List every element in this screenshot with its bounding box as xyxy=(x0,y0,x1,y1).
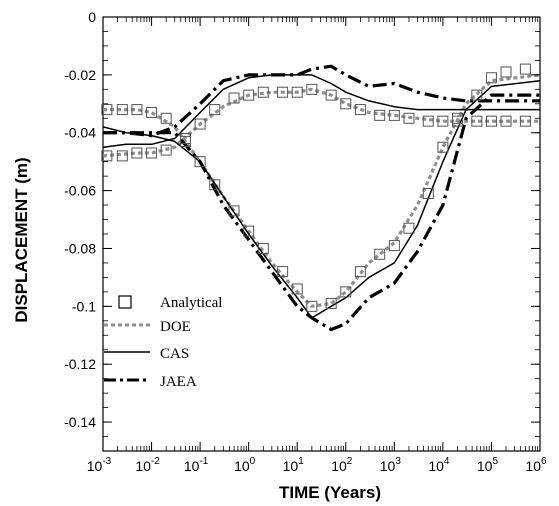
data-point-analytical xyxy=(257,242,269,254)
data-point-analytical xyxy=(500,66,512,78)
data-point-analytical xyxy=(471,89,483,101)
data-point-analytical xyxy=(422,115,434,127)
data-point-analytical xyxy=(471,115,483,127)
data-point-analytical xyxy=(209,104,221,116)
x-axis-title: TIME (Years) xyxy=(279,483,381,502)
marker-layer xyxy=(101,63,531,312)
series-layer xyxy=(102,64,541,332)
data-point-analytical xyxy=(452,115,464,127)
series-line-cas xyxy=(102,74,540,148)
y-tick-label: -0.08 xyxy=(64,240,96,256)
data-point-analytical xyxy=(179,135,191,147)
data-point-analytical xyxy=(194,118,206,130)
data-point-analytical xyxy=(101,104,113,116)
x-tick-label: 101 xyxy=(283,456,305,474)
data-point-analytical xyxy=(228,205,240,217)
data-point-analytical xyxy=(388,109,400,121)
data-point-analytical xyxy=(306,300,318,312)
data-point-analytical xyxy=(146,106,158,118)
legend: Analytical DOE CAS JAEA xyxy=(104,295,222,390)
data-point-analytical xyxy=(194,156,206,168)
series-line-jaea xyxy=(103,93,540,332)
series-line-jaea xyxy=(103,64,540,138)
x-tick-label: 10-2 xyxy=(135,456,160,474)
data-point-analytical xyxy=(388,240,400,252)
data-point-analytical xyxy=(160,144,172,156)
data-point-analytical xyxy=(437,141,449,153)
data-point-analytical xyxy=(257,86,269,98)
data-point-analytical xyxy=(131,147,143,159)
x-tick-label: 103 xyxy=(380,456,402,474)
legend-marker-analytical xyxy=(118,295,132,309)
data-point-analytical xyxy=(485,72,497,84)
data-point-analytical xyxy=(340,286,352,298)
legend-label-doe: DOE xyxy=(160,319,191,335)
data-point-analytical xyxy=(354,266,366,278)
data-point-analytical xyxy=(374,109,386,121)
data-point-analytical xyxy=(160,112,172,124)
x-tick-label: 102 xyxy=(331,456,353,474)
legend-label-analytical: Analytical xyxy=(160,295,222,311)
data-point-analytical xyxy=(277,86,289,98)
data-point-analytical xyxy=(403,222,415,234)
x-tick-label: 10-3 xyxy=(87,456,112,474)
series-line-doe xyxy=(102,87,540,158)
data-point-analytical xyxy=(243,225,255,237)
y-axis-title: DISPLACEMENT (m) xyxy=(12,157,31,322)
y-tick-label: -0.1 xyxy=(72,298,96,314)
data-point-analytical xyxy=(437,115,449,127)
y-tick-label: -0.04 xyxy=(64,125,96,141)
data-point-analytical xyxy=(291,86,303,98)
data-point-analytical xyxy=(277,266,289,278)
data-point-analytical xyxy=(403,112,415,124)
data-point-analytical xyxy=(500,115,512,127)
data-point-analytical xyxy=(354,104,366,116)
legend-label-cas: CAS xyxy=(160,346,189,362)
data-point-analytical xyxy=(325,89,337,101)
data-point-analytical xyxy=(209,179,221,191)
data-point-analytical xyxy=(291,283,303,295)
x-tick-label: 105 xyxy=(477,456,499,474)
data-point-analytical xyxy=(116,104,128,116)
x-tick-label: 100 xyxy=(234,456,256,474)
y-tick-label: 0 xyxy=(88,9,96,25)
data-point-analytical xyxy=(228,92,240,104)
tick-layer: 10-3 10-2 10-1 100 101 102 103 104 105 106 0 -0.02 -… xyxy=(64,9,547,474)
data-point-analytical xyxy=(131,104,143,116)
data-point-analytical xyxy=(306,83,318,95)
data-point-analytical xyxy=(340,98,352,110)
x-tick-label: 104 xyxy=(428,456,450,474)
y-tick-label: -0.14 xyxy=(64,414,96,430)
series-line-doe xyxy=(103,73,541,308)
data-point-analytical xyxy=(485,115,497,127)
data-point-analytical xyxy=(374,248,386,260)
y-tick-label: -0.06 xyxy=(64,183,96,199)
data-point-analytical xyxy=(101,150,113,162)
data-point-analytical xyxy=(116,150,128,162)
y-tick-label: -0.12 xyxy=(64,356,96,372)
data-point-analytical xyxy=(422,187,434,199)
y-tick-label: -0.02 xyxy=(64,67,96,83)
x-tick-label: 10-1 xyxy=(184,456,209,474)
data-point-analytical xyxy=(146,147,158,159)
data-point-analytical xyxy=(519,63,531,75)
legend-label-jaea: JAEA xyxy=(160,374,197,390)
data-point-analytical xyxy=(243,89,255,101)
data-point-analytical xyxy=(519,115,531,127)
data-point-analytical xyxy=(325,297,337,309)
x-tick-label: 106 xyxy=(525,456,547,474)
